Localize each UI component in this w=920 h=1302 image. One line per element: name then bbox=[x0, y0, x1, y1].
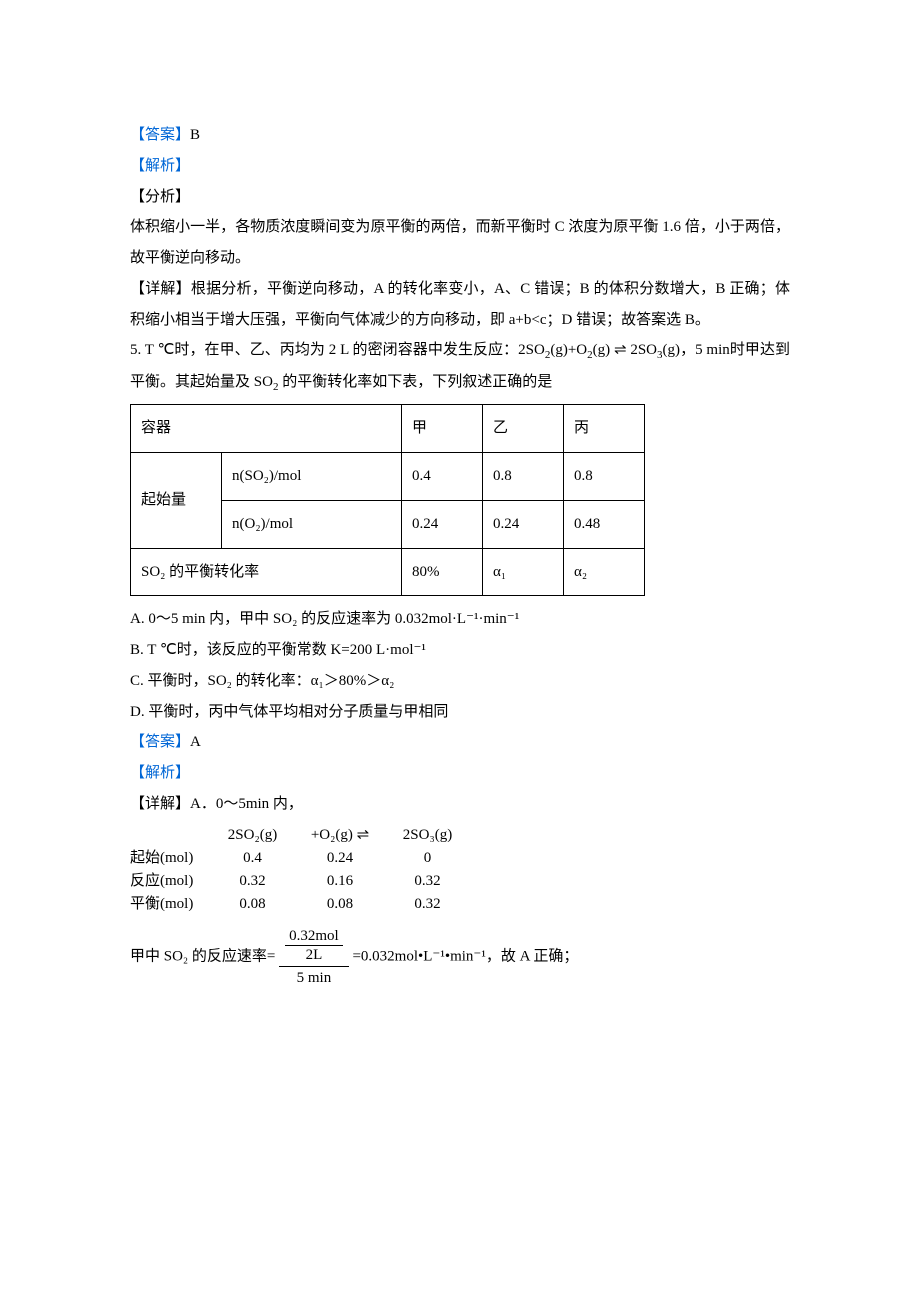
ice-val: 0.32 bbox=[210, 870, 295, 893]
ice-row-eq: 平衡(mol) 0.08 0.08 0.32 bbox=[130, 893, 790, 916]
breakdown-label-line: 【分析】 bbox=[130, 182, 790, 213]
analysis-label-line-q5: 【解析】 bbox=[130, 758, 790, 789]
answer-value: A bbox=[190, 734, 201, 750]
answer-label: 【答案】 bbox=[130, 127, 190, 143]
cell: 0.8 bbox=[564, 453, 645, 501]
cell: 80% bbox=[402, 548, 483, 596]
detail-lead: A．0～5min 内， bbox=[190, 796, 303, 812]
footer-label: SO₂ 的平衡转化率 bbox=[131, 548, 402, 596]
q5-stem: 5. T ℃时，在甲、乙、丙均为 2 L 的密闭容器中发生反应：2SO2(g)+… bbox=[130, 335, 790, 398]
ice-val: 0.32 bbox=[385, 870, 470, 893]
cell: 0.8 bbox=[483, 453, 564, 501]
answer-value: B bbox=[190, 127, 200, 143]
answer-line-q5: 【答案】A bbox=[130, 727, 790, 758]
ice-val: 0.08 bbox=[210, 893, 295, 916]
option-c: C. 平衡时，SO₂ 的转化率：α₁＞80%＞α₂ bbox=[130, 666, 790, 697]
answer-line-q4: 【答案】B bbox=[130, 120, 790, 151]
table-row: 容器 甲 乙 丙 bbox=[131, 405, 645, 453]
analysis-label: 【解析】 bbox=[130, 158, 190, 174]
analysis-label: 【解析】 bbox=[130, 765, 190, 781]
inner-fraction: 0.32mol 2L bbox=[285, 927, 343, 964]
table-row: SO₂ 的平衡转化率 80% α₁ α₂ bbox=[131, 548, 645, 596]
ice-row-change: 反应(mol) 0.32 0.16 0.32 bbox=[130, 870, 790, 893]
breakdown-text: 体积缩小一半，各物质浓度瞬间变为原平衡的两倍，而新平衡时 C 浓度为原平衡 1.… bbox=[130, 212, 790, 274]
ice-val: 0.4 bbox=[210, 847, 295, 870]
ice-table: 2SO₂(g) +O₂(g) ⇌ 2SO₃(g) 起始(mol) 0.4 0.2… bbox=[130, 824, 790, 917]
rate-line: 甲中 SO₂ 的反应速率= 0.32mol 2L 5 min =0.032mol… bbox=[130, 927, 790, 987]
ice-row-initial: 起始(mol) 0.4 0.24 0 bbox=[130, 847, 790, 870]
ice-h0 bbox=[130, 824, 210, 847]
ice-h2: +O₂(g) ⇌ bbox=[295, 824, 385, 847]
inner-num: 0.32mol bbox=[285, 927, 343, 946]
detail-label: 【详解】 bbox=[130, 796, 190, 812]
row-label-o2: n(O₂)/mol bbox=[222, 500, 402, 548]
row-group-label: 起始量 bbox=[131, 453, 222, 549]
stem-p1: 5. T ℃时，在甲、乙、丙均为 2 L 的密闭容器中发生反应：2SO bbox=[130, 342, 545, 358]
cell: 0.4 bbox=[402, 453, 483, 501]
cell: 0.24 bbox=[402, 500, 483, 548]
th-bing: 丙 bbox=[564, 405, 645, 453]
row-label-so2: n(SO₂)/mol bbox=[222, 453, 402, 501]
detail-q5-lead: 【详解】A．0～5min 内， bbox=[130, 789, 790, 820]
ice-val: 0 bbox=[385, 847, 470, 870]
page: 【答案】B 【解析】 【分析】 体积缩小一半，各物质浓度瞬间变为原平衡的两倍，而… bbox=[0, 0, 920, 1302]
cell: α₁ bbox=[483, 548, 564, 596]
ice-h1: 2SO₂(g) bbox=[210, 824, 295, 847]
outer-den: 5 min bbox=[279, 967, 349, 987]
stem-p5: 的平衡转化率如下表，下列叙述正确的是 bbox=[278, 374, 552, 390]
data-table: 容器 甲 乙 丙 起始量 n(SO₂)/mol 0.4 0.8 0.8 n(O₂… bbox=[130, 404, 645, 596]
ice-label: 起始(mol) bbox=[130, 847, 210, 870]
table-row: 起始量 n(SO₂)/mol 0.4 0.8 0.8 bbox=[131, 453, 645, 501]
ice-header: 2SO₂(g) +O₂(g) ⇌ 2SO₃(g) bbox=[130, 824, 790, 847]
option-d: D. 平衡时，丙中气体平均相对分子质量与甲相同 bbox=[130, 697, 790, 728]
analysis-label-line: 【解析】 bbox=[130, 151, 790, 182]
cell: α₂ bbox=[564, 548, 645, 596]
option-b: B. T ℃时，该反应的平衡常数 K=200 L·mol⁻¹ bbox=[130, 635, 790, 666]
ice-val: 0.24 bbox=[295, 847, 385, 870]
detail-text: 根据分析，平衡逆向移动，A 的转化率变小，A、C 错误；B 的体积分数增大，B … bbox=[130, 281, 790, 328]
option-a: A. 0～5 min 内，甲中 SO₂ 的反应速率为 0.032mol·L⁻¹·… bbox=[130, 604, 790, 635]
ice-label: 平衡(mol) bbox=[130, 893, 210, 916]
rate-eq: =0.032mol•L⁻¹•min⁻¹，故 A 正确； bbox=[352, 948, 578, 964]
ice-val: 0.08 bbox=[295, 893, 385, 916]
cell: 0.24 bbox=[483, 500, 564, 548]
breakdown-label: 【分析】 bbox=[130, 189, 190, 205]
ice-val: 0.16 bbox=[295, 870, 385, 893]
detail-label: 【详解】 bbox=[130, 281, 191, 297]
inner-den: 2L bbox=[285, 946, 343, 964]
stem-p2: (g)+O bbox=[550, 342, 587, 358]
stem-p3: (g) ⇌ 2SO bbox=[593, 342, 657, 358]
detail-q4: 【详解】根据分析，平衡逆向移动，A 的转化率变小，A、C 错误；B 的体积分数增… bbox=[130, 274, 790, 336]
outer-fraction: 0.32mol 2L 5 min bbox=[279, 927, 349, 987]
ice-val: 0.32 bbox=[385, 893, 470, 916]
th-container: 容器 bbox=[131, 405, 402, 453]
ice-h3: 2SO₃(g) bbox=[385, 824, 470, 847]
th-jia: 甲 bbox=[402, 405, 483, 453]
answer-label: 【答案】 bbox=[130, 734, 190, 750]
th-yi: 乙 bbox=[483, 405, 564, 453]
rate-prefix: 甲中 SO₂ 的反应速率= bbox=[130, 948, 275, 964]
cell: 0.48 bbox=[564, 500, 645, 548]
ice-label: 反应(mol) bbox=[130, 870, 210, 893]
